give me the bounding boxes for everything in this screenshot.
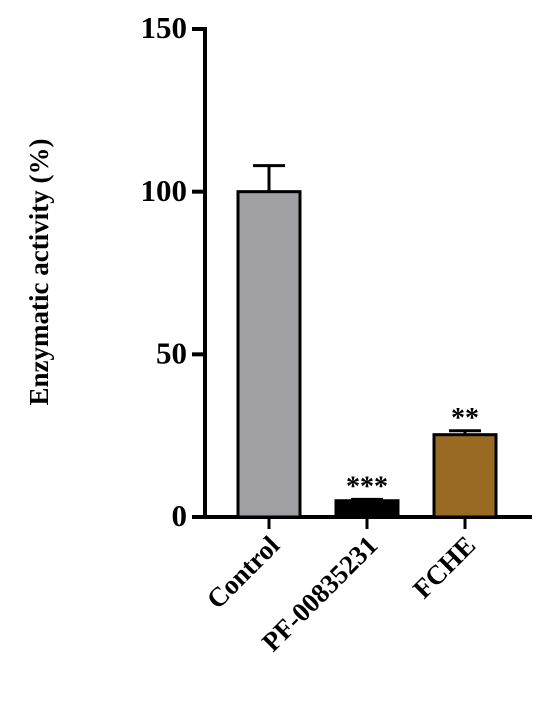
- x-tick-label: FCHE: [407, 530, 481, 604]
- y-tick-label: 50: [156, 335, 187, 370]
- bar: [432, 433, 498, 519]
- bar: [236, 190, 302, 519]
- significance-label: **: [451, 403, 479, 434]
- y-tick-label: 100: [141, 173, 188, 208]
- y-axis-label: Enzymatic activity (%): [24, 139, 54, 406]
- bar: [334, 499, 400, 519]
- y-tick-label: 150: [141, 10, 188, 45]
- significance-label: ***: [346, 471, 388, 502]
- x-tick-label: Control: [201, 530, 286, 615]
- y-tick-label: 0: [172, 498, 188, 533]
